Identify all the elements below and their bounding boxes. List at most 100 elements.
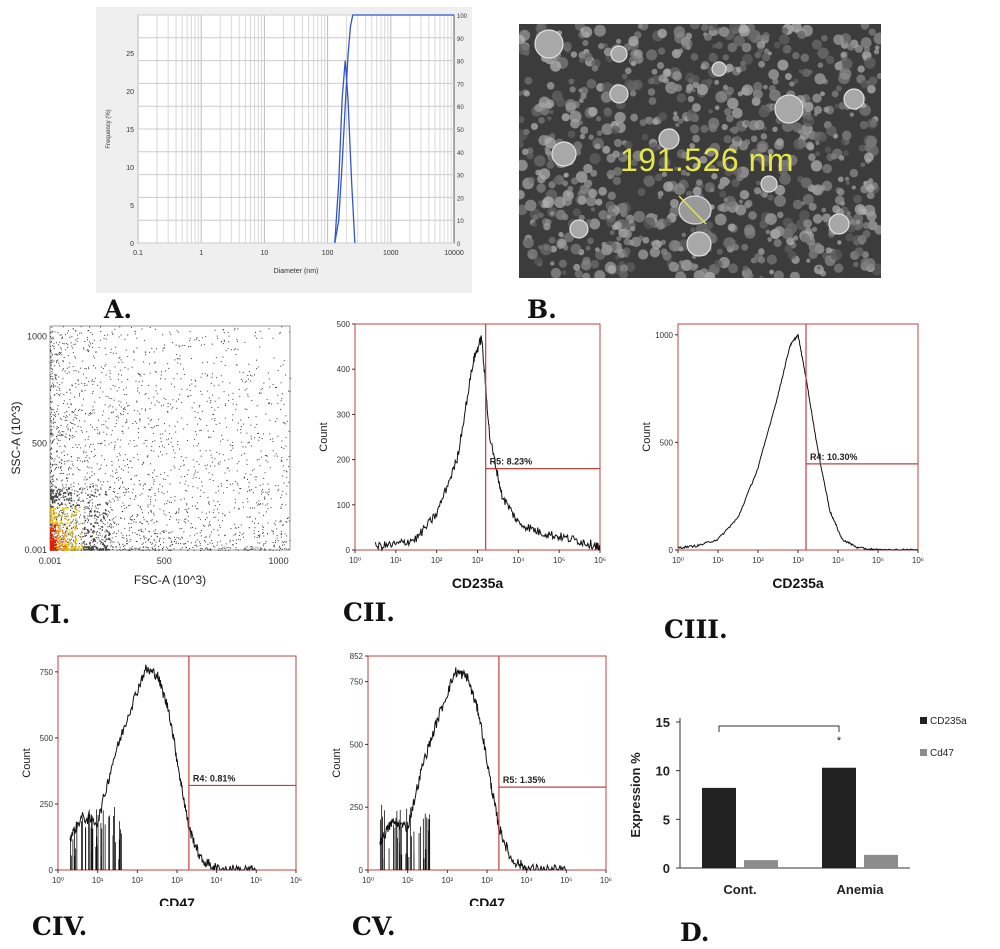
scatter-point (222, 513, 224, 515)
scatter-point (199, 532, 201, 534)
scatter-point (288, 481, 290, 483)
scatter-point (70, 483, 72, 485)
sem-grain (562, 245, 569, 251)
scatter-point (279, 547, 281, 549)
scatter-point (50, 331, 52, 333)
scatter-point-dense (50, 540, 52, 542)
scatter-point (77, 457, 79, 459)
scatter-point-dense (67, 515, 69, 517)
sem-grain (570, 51, 578, 58)
scatter-point (74, 357, 76, 359)
scatter-point-dense (51, 524, 53, 527)
scatter-point (71, 543, 73, 545)
scatter-point (101, 424, 103, 426)
scatter-point (50, 433, 52, 435)
sem-grain (753, 81, 763, 92)
scatter-point (247, 393, 249, 395)
scatter-point (232, 441, 234, 443)
scatter-point (267, 461, 269, 463)
sem-grain (734, 135, 741, 142)
scatter-point (62, 539, 64, 541)
scatter-point (50, 365, 52, 367)
scatter-point (53, 480, 55, 482)
scatter-point-dense (71, 546, 73, 549)
y-tick-label: 0 (346, 546, 351, 555)
sem-grain (808, 249, 818, 259)
scatter-point (251, 375, 253, 377)
scatter-point-dense (79, 488, 81, 490)
scatter-point (185, 489, 187, 491)
scatter-point (203, 524, 205, 526)
scatter-point (213, 430, 215, 432)
sem-grain (756, 140, 769, 153)
sem-grain (800, 53, 810, 63)
sem-grain (744, 201, 752, 209)
scatter-point (73, 540, 75, 542)
scatter-point-dense (65, 548, 68, 551)
scatter-point (167, 549, 169, 551)
scatter-point (72, 427, 74, 429)
scatter-point (55, 463, 57, 465)
sem-grain (815, 151, 821, 157)
sem-grain (781, 27, 789, 35)
scatter-point (224, 535, 226, 537)
scatter-point (127, 427, 129, 429)
scatter-point-dense (89, 496, 91, 498)
sem-grain (724, 167, 733, 177)
y-tick-label: 1000 (27, 332, 47, 342)
scatter-point (139, 484, 141, 486)
scatter-point (70, 468, 72, 470)
scatter-point-dense (105, 491, 107, 493)
scatter-point (104, 440, 106, 442)
scatter-point-dense (72, 549, 74, 551)
scatter-point (94, 473, 96, 475)
scatter-point (236, 539, 238, 541)
scatter-point-dense (71, 512, 73, 515)
scatter-point (68, 439, 70, 441)
scatter-point (65, 527, 67, 529)
sem-grain (806, 115, 813, 121)
scatter-point-dense (72, 544, 75, 547)
sem-grain (580, 92, 587, 100)
scatter-point (232, 403, 234, 405)
scatter-point (163, 513, 165, 515)
scatter-point (254, 527, 256, 529)
scatter-point (175, 344, 177, 346)
sem-grain (534, 155, 546, 167)
sem-grain (823, 106, 830, 113)
scatter-point-dense (105, 502, 108, 504)
scatter-point (68, 525, 70, 527)
scatter-point (58, 351, 60, 353)
scatter-point (210, 465, 212, 467)
scatter-point (126, 488, 128, 490)
scatter-point-dense (53, 516, 55, 519)
scatter-point (158, 548, 160, 550)
scatter-point (229, 382, 231, 384)
scatter-point (86, 478, 88, 480)
sem-grain (718, 26, 730, 38)
scatter-point (179, 394, 181, 396)
scatter-point (149, 408, 151, 410)
scatter-point (54, 485, 56, 487)
scatter-point-dense (55, 519, 58, 522)
scatter-point (248, 363, 250, 365)
scatter-point-dense (50, 541, 53, 544)
scatter-point (217, 519, 219, 521)
scatter-point (50, 357, 52, 359)
sem-grain (569, 86, 576, 93)
scatter-point (71, 507, 73, 509)
legend-label: Cd47 (930, 748, 954, 759)
scatter-point (105, 549, 107, 551)
sem-grain (824, 146, 832, 153)
scatter-point (235, 404, 237, 406)
scatter-point-dense (53, 539, 56, 542)
scatter-point (188, 508, 190, 510)
scatter-point (172, 399, 174, 401)
scatter-point (178, 509, 180, 511)
sem-grain (733, 35, 746, 47)
scatter-point-dense (106, 548, 109, 551)
sem-grain (752, 257, 759, 264)
scatter-point-dense (74, 522, 76, 525)
scatter-point (96, 518, 98, 520)
scatter-point (101, 535, 103, 537)
